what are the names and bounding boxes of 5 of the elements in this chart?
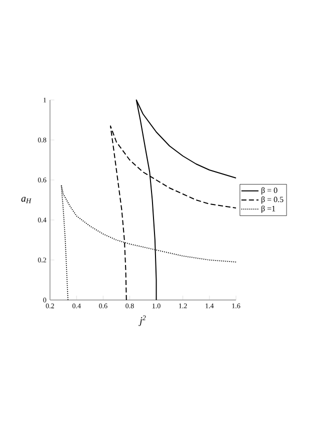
legend-label: β = 0	[262, 187, 278, 195]
legend-label: β =1	[262, 206, 276, 213]
x-axis-title: j$^{2}$	[138, 316, 146, 326]
y-axis-title: a$_{H}$	[21, 196, 32, 204]
legend-label: β = 0.5	[262, 196, 284, 204]
